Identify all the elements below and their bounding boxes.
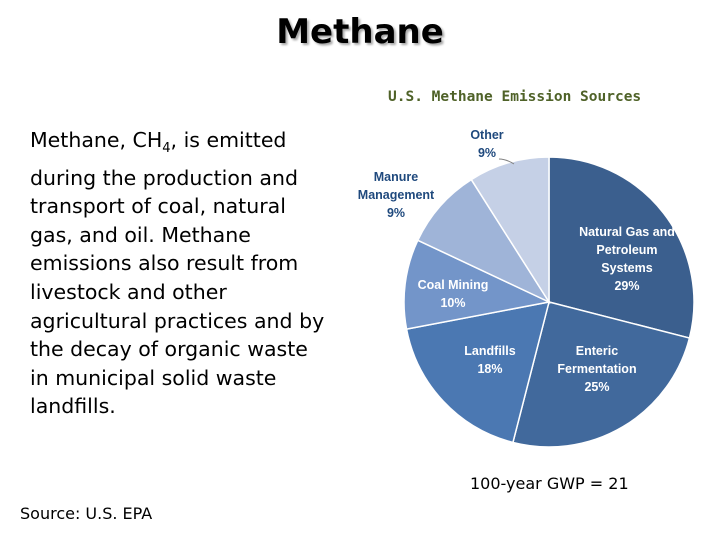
pie-slice-natural-gas-and-petroleum-systems: [548, 156, 695, 339]
source-note: Source: U.S. EPA: [20, 504, 153, 523]
pie-labels: Natural Gas and Petroleum Systems 29% Enteri…: [358, 128, 675, 394]
other-leader-line: [498, 158, 515, 165]
body-text: Methane, CH4, is emitted during the prod…: [30, 126, 330, 421]
body-text-rest: , is emitted during the production and t…: [30, 128, 325, 419]
slide-title: Methane: [276, 12, 444, 52]
pie-slice-coal-mining: [403, 239, 552, 331]
pie-label-landfills: Landfills 18%: [464, 344, 515, 376]
pie-slices: [403, 156, 695, 448]
pie-label-manure-management: Manure Management 9%: [358, 170, 435, 220]
pie-slice-enteric-fermentation: [512, 301, 691, 448]
pie-label-coal-mining: Coal Mining 10%: [418, 278, 489, 310]
body-text-start: Methane, CH: [30, 128, 163, 152]
pie-label-enteric-fermentation: Enteric Fermentation 25%: [557, 344, 636, 394]
pie-chart: Natural Gas and Petroleum Systems 29% Enteri…: [358, 128, 695, 448]
chart-title: U.S. Methane Emission Sources: [388, 89, 642, 105]
pie-label-natural-gas-and-petroleum-systems: Natural Gas and Petroleum Systems 29%: [579, 225, 675, 293]
pie-slice-manure-management: [416, 178, 552, 304]
gwp-note: 100-year GWP = 21: [470, 474, 629, 493]
pie-slice-landfills: [405, 301, 551, 444]
pie-slice-other: [470, 156, 550, 305]
pie-label-other: Other 9%: [470, 128, 503, 160]
body-text-subscript: 4: [162, 141, 171, 157]
